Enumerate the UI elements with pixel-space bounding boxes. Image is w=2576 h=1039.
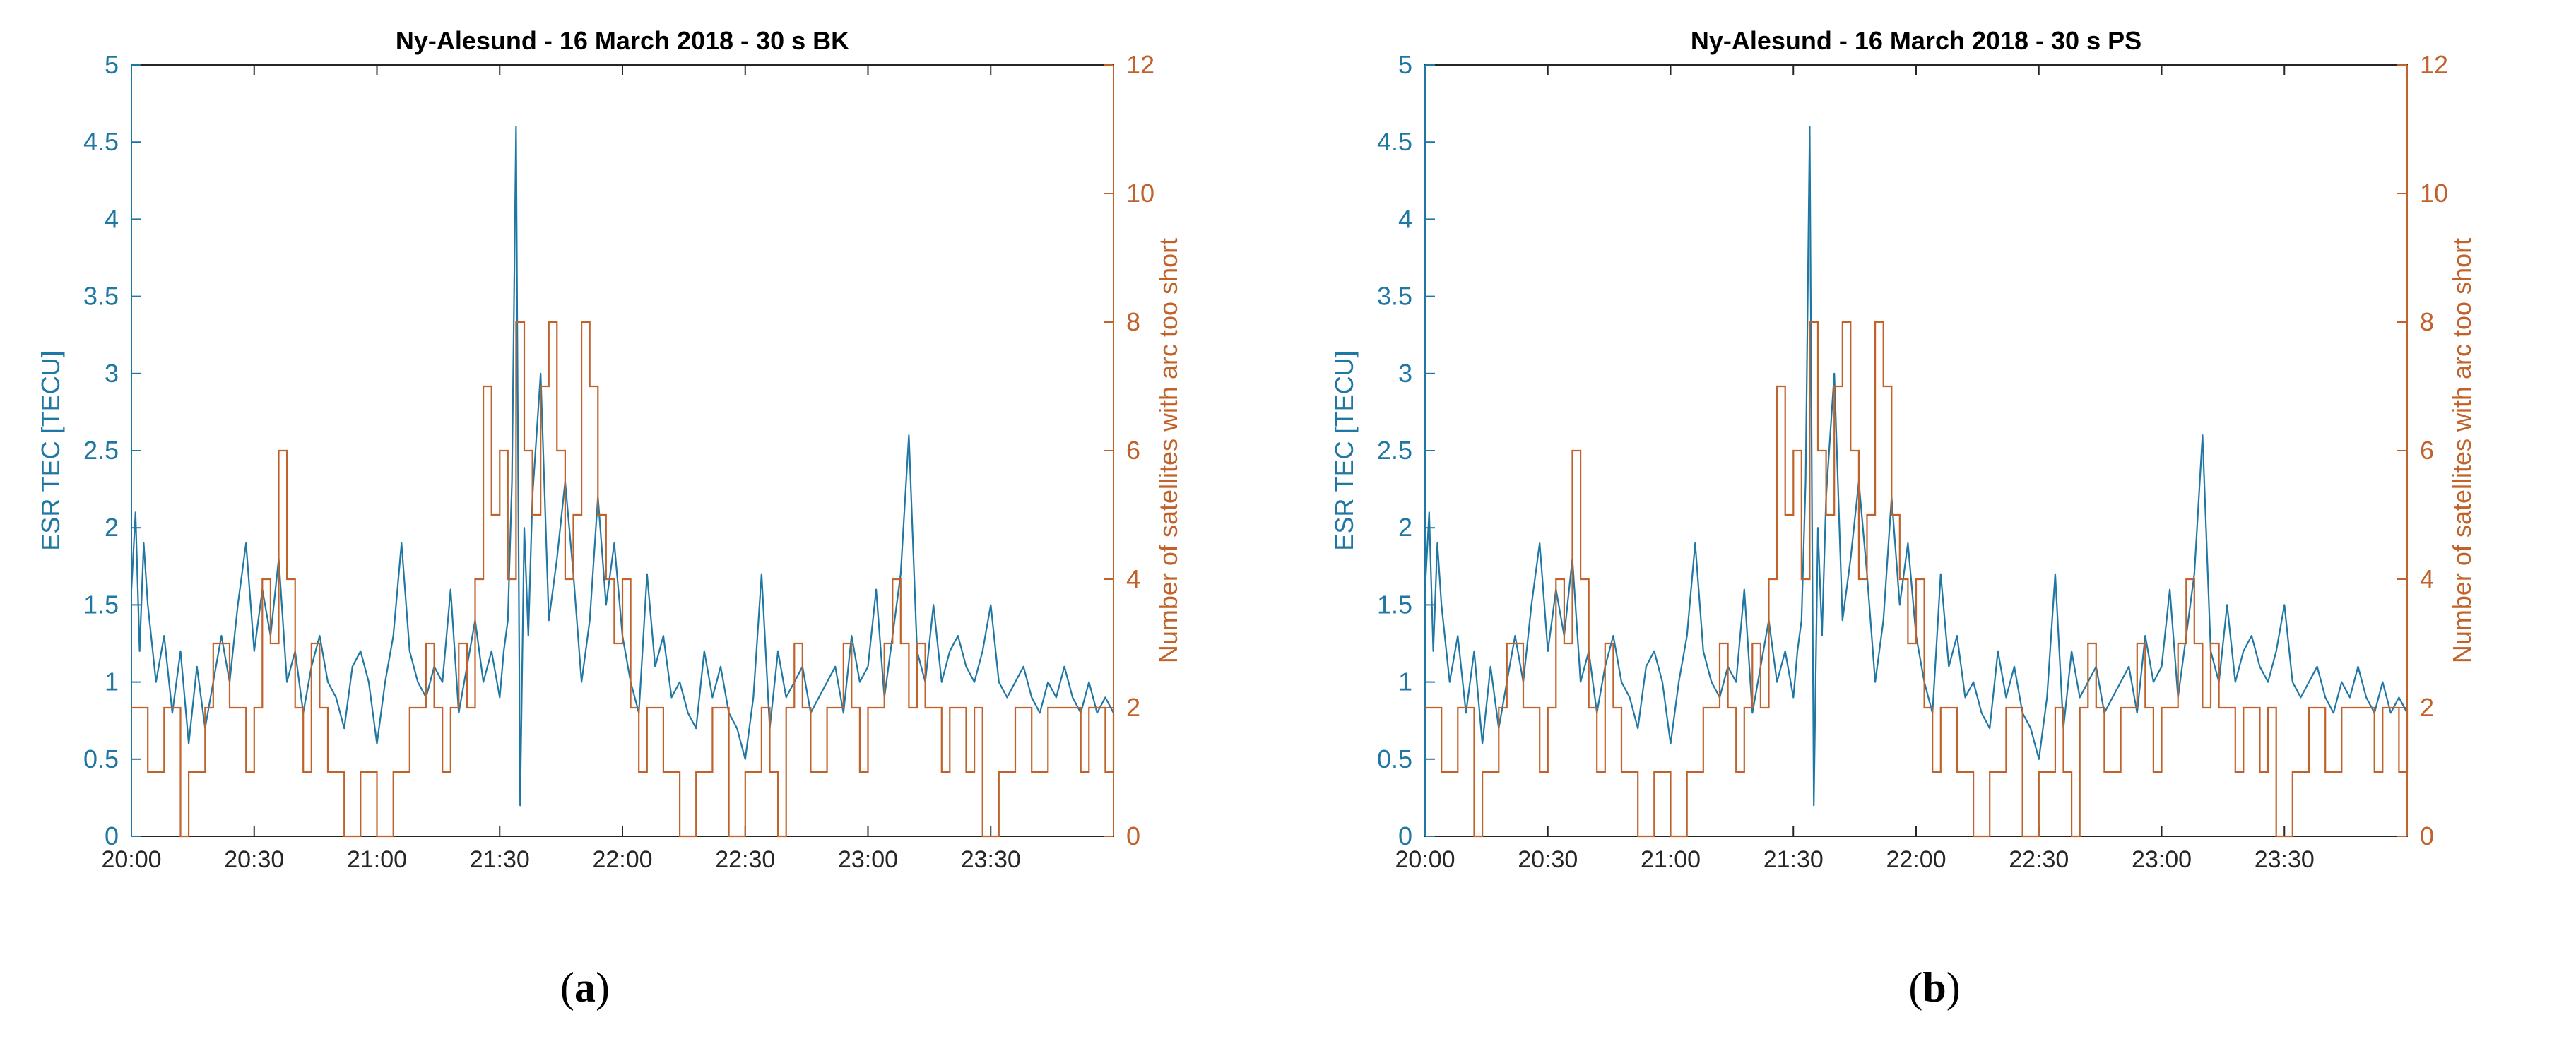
caption-b-letter: b	[1922, 964, 1946, 1011]
left-y-tick-label: 0	[1398, 821, 1412, 850]
caption-b-close: )	[1946, 964, 1961, 1011]
series-line-short-arc-count	[131, 321, 1115, 838]
right-y-tick-label: 6	[2420, 436, 2434, 465]
right-y-tick-label: 2	[2420, 693, 2434, 722]
left-y-tick-label: 2.5	[1377, 436, 1412, 465]
right-y-tick-label: 8	[2420, 307, 2434, 336]
caption-b: (b)	[1908, 964, 1960, 1011]
caption-a-letter: a	[574, 964, 596, 1011]
left-y-tick-label: 2	[105, 513, 119, 542]
chart-title: Ny-Alesund - 16 March 2018 - 30 s BK	[396, 26, 849, 55]
chart-title: Ny-Alesund - 16 March 2018 - 30 s PS	[1691, 26, 2141, 55]
chart-panel-a: Ny-Alesund - 16 March 2018 - 30 s BK 20:0…	[36, 26, 1183, 873]
right-y-tick-label: 10	[1126, 179, 1154, 208]
caption-a: (a)	[560, 964, 610, 1011]
left-y-tick-label: 4.5	[1377, 127, 1412, 156]
x-tick-label: 22:30	[715, 846, 775, 873]
x-tick-label: 23:00	[838, 846, 898, 873]
left-y-tick-label: 3.5	[1377, 282, 1412, 311]
right-y-tick-label: 0	[2420, 821, 2434, 850]
right-y-tick-label: 0	[1126, 821, 1140, 850]
left-y-tick-label: 1	[105, 667, 119, 696]
left-y-tick-label: 3.5	[83, 282, 119, 311]
x-tick-label: 22:00	[592, 846, 652, 873]
right-y-axis-label: Number of satellites with arc too short	[1154, 238, 1183, 663]
left-y-tick-label: 0.5	[1377, 744, 1412, 773]
x-tick-label: 21:00	[347, 846, 407, 873]
right-y-tick-label: 2	[1126, 693, 1140, 722]
right-y-tick-label: 10	[2420, 179, 2448, 208]
left-y-tick-label: 5	[1398, 50, 1412, 79]
left-y-tick-label: 3	[105, 359, 119, 388]
left-y-axis-label: ESR TEC [TECU]	[1330, 350, 1359, 550]
left-y-tick-label: 2.5	[83, 436, 119, 465]
x-tick-label: 20:00	[101, 846, 161, 873]
x-tick-label: 20:00	[1395, 846, 1455, 873]
caption-a-close: )	[596, 964, 610, 1011]
left-y-tick-label: 3	[1398, 359, 1412, 388]
right-y-axis-label: Number of satellites with arc too short	[2447, 238, 2476, 663]
left-y-tick-label: 0	[105, 821, 119, 850]
chart-panel-b: Ny-Alesund - 16 March 2018 - 30 s PS 20:0…	[1330, 26, 2476, 873]
right-y-tick-label: 8	[1126, 307, 1140, 336]
x-tick-label: 22:30	[2009, 846, 2069, 873]
x-tick-label: 21:00	[1641, 846, 1701, 873]
right-y-tick-label: 4	[1126, 564, 1140, 593]
x-tick-label: 21:30	[1763, 846, 1824, 873]
caption-b-open: (	[1908, 964, 1922, 1011]
x-tick-label: 20:30	[224, 846, 284, 873]
left-y-tick-label: 1.5	[1377, 590, 1412, 619]
left-y-tick-label: 4	[105, 204, 119, 233]
right-y-tick-label: 12	[1126, 50, 1154, 79]
right-y-tick-label: 12	[2420, 50, 2448, 79]
left-y-tick-label: 5	[105, 50, 119, 79]
x-tick-label: 23:00	[2132, 846, 2192, 873]
right-y-tick-label: 4	[2420, 564, 2434, 593]
left-y-tick-label: 1.5	[83, 590, 119, 619]
x-tick-label: 20:30	[1518, 846, 1578, 873]
x-tick-label: 23:30	[961, 846, 1021, 873]
x-tick-label: 22:00	[1886, 846, 1946, 873]
x-tick-label: 23:30	[2255, 846, 2315, 873]
right-y-tick-label: 6	[1126, 436, 1140, 465]
left-y-tick-label: 1	[1398, 667, 1412, 696]
left-y-tick-label: 4.5	[83, 127, 119, 156]
left-y-tick-label: 2	[1398, 513, 1412, 542]
series-line-short-arc-count	[1425, 321, 2409, 838]
left-y-axis-label: ESR TEC [TECU]	[36, 350, 65, 550]
caption-a-open: (	[560, 964, 574, 1011]
x-tick-label: 21:30	[470, 846, 530, 873]
left-y-tick-label: 4	[1398, 204, 1412, 233]
left-y-tick-label: 0.5	[83, 744, 119, 773]
